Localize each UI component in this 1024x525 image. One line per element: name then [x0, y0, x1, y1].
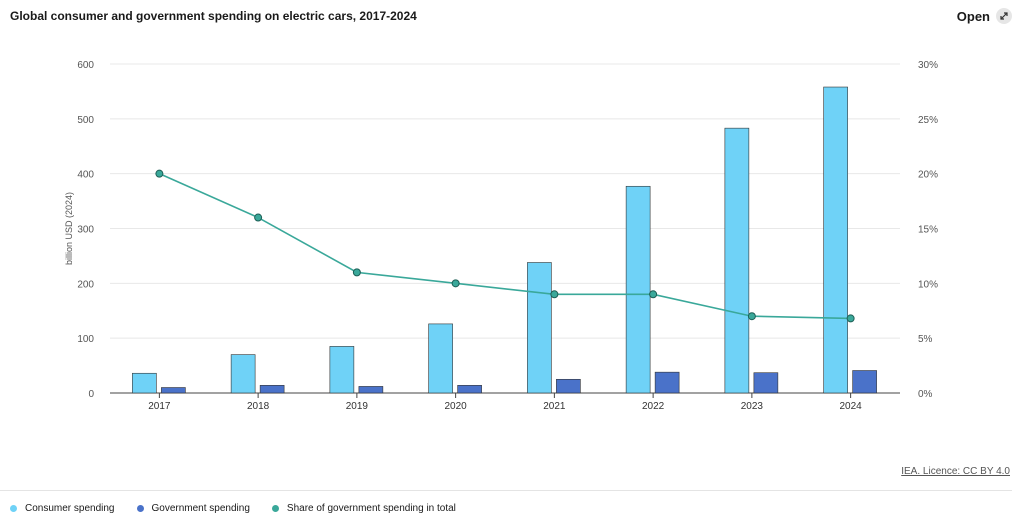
- legend-label-government: Government spending: [151, 503, 250, 514]
- government-bar: [753, 372, 779, 394]
- open-button[interactable]: Open: [957, 8, 1012, 24]
- chart-title: Global consumer and government spending …: [10, 9, 417, 23]
- legend-label-consumer: Consumer spending: [25, 503, 115, 514]
- y2-tick-label: 30%: [918, 60, 938, 71]
- chart-plot: 0 100 200 300 400 500 600 0% 5% 10% 15% 20% 25% 30% bi…: [64, 60, 938, 412]
- y2-tick-label: 20%: [918, 170, 938, 181]
- legend-divider: [0, 490, 1012, 491]
- legend-item-government[interactable]: Government spending: [136, 503, 250, 514]
- y2-tick-label: 25%: [918, 115, 938, 126]
- legend-swatch-share: [271, 505, 279, 512]
- source-link[interactable]: IEA. Licence: CC BY 4.0: [901, 466, 1010, 477]
- expand-icon: [996, 8, 1012, 24]
- share-point: [747, 312, 756, 321]
- y-tick-label: 400: [77, 170, 94, 181]
- legend-swatch-consumer: [10, 505, 17, 512]
- consumer-bar: [132, 372, 157, 394]
- share-point: [155, 169, 164, 178]
- y2-tick-label: 0%: [918, 389, 933, 400]
- consumer-bar: [428, 323, 453, 394]
- x-tick-label: 2020: [445, 401, 468, 412]
- share-point: [649, 290, 658, 299]
- open-label: Open: [956, 8, 990, 24]
- legend-item-consumer[interactable]: Consumer spending: [10, 503, 115, 514]
- y-tick-label: 100: [77, 334, 94, 345]
- y2-tick-label: 5%: [918, 334, 933, 345]
- y-axis-label: billion USD (2024): [64, 192, 74, 265]
- government-bar: [654, 371, 680, 394]
- government-bar: [457, 385, 482, 394]
- x-tick-label: 2018: [247, 401, 270, 412]
- x-tick-label: 2021: [543, 401, 566, 412]
- y-tick-label: 300: [77, 225, 94, 236]
- share-point: [846, 314, 855, 323]
- consumer-bar: [527, 262, 552, 394]
- y2-tick-label: 10%: [918, 279, 938, 290]
- share-point: [254, 213, 263, 222]
- government-bar: [358, 386, 384, 394]
- y-tick-label: 200: [77, 279, 94, 290]
- x-tick-label: 2019: [346, 401, 369, 412]
- government-bar: [556, 378, 581, 394]
- legend-item-share[interactable]: Share of government spending in total: [271, 503, 456, 514]
- y-tick-label: 600: [77, 60, 94, 71]
- legend: Consumer spending Government spending Sh…: [10, 503, 456, 514]
- share-point: [550, 290, 559, 299]
- government-bar: [852, 370, 877, 394]
- y-tick-label: 500: [77, 115, 94, 126]
- x-tick-label: 2023: [741, 401, 764, 412]
- consumer-bar: [230, 354, 256, 394]
- y2-tick-label: 15%: [918, 225, 938, 236]
- share-point: [451, 279, 460, 288]
- consumer-bar: [724, 127, 750, 394]
- government-bar: [259, 385, 285, 394]
- x-tick-label: 2022: [642, 401, 665, 412]
- consumer-bar: [329, 346, 355, 394]
- consumer-bar: [823, 86, 848, 394]
- legend-swatch-government: [136, 505, 144, 512]
- share-point: [352, 268, 361, 277]
- legend-label-share: Share of government spending in total: [286, 503, 456, 514]
- government-bar: [161, 387, 186, 394]
- consumer-bar: [625, 185, 651, 394]
- share-line: [159, 172, 851, 320]
- x-tick-label: 2017: [148, 401, 171, 412]
- y-tick-label: 0: [88, 389, 94, 400]
- x-tick-label: 2024: [840, 401, 863, 412]
